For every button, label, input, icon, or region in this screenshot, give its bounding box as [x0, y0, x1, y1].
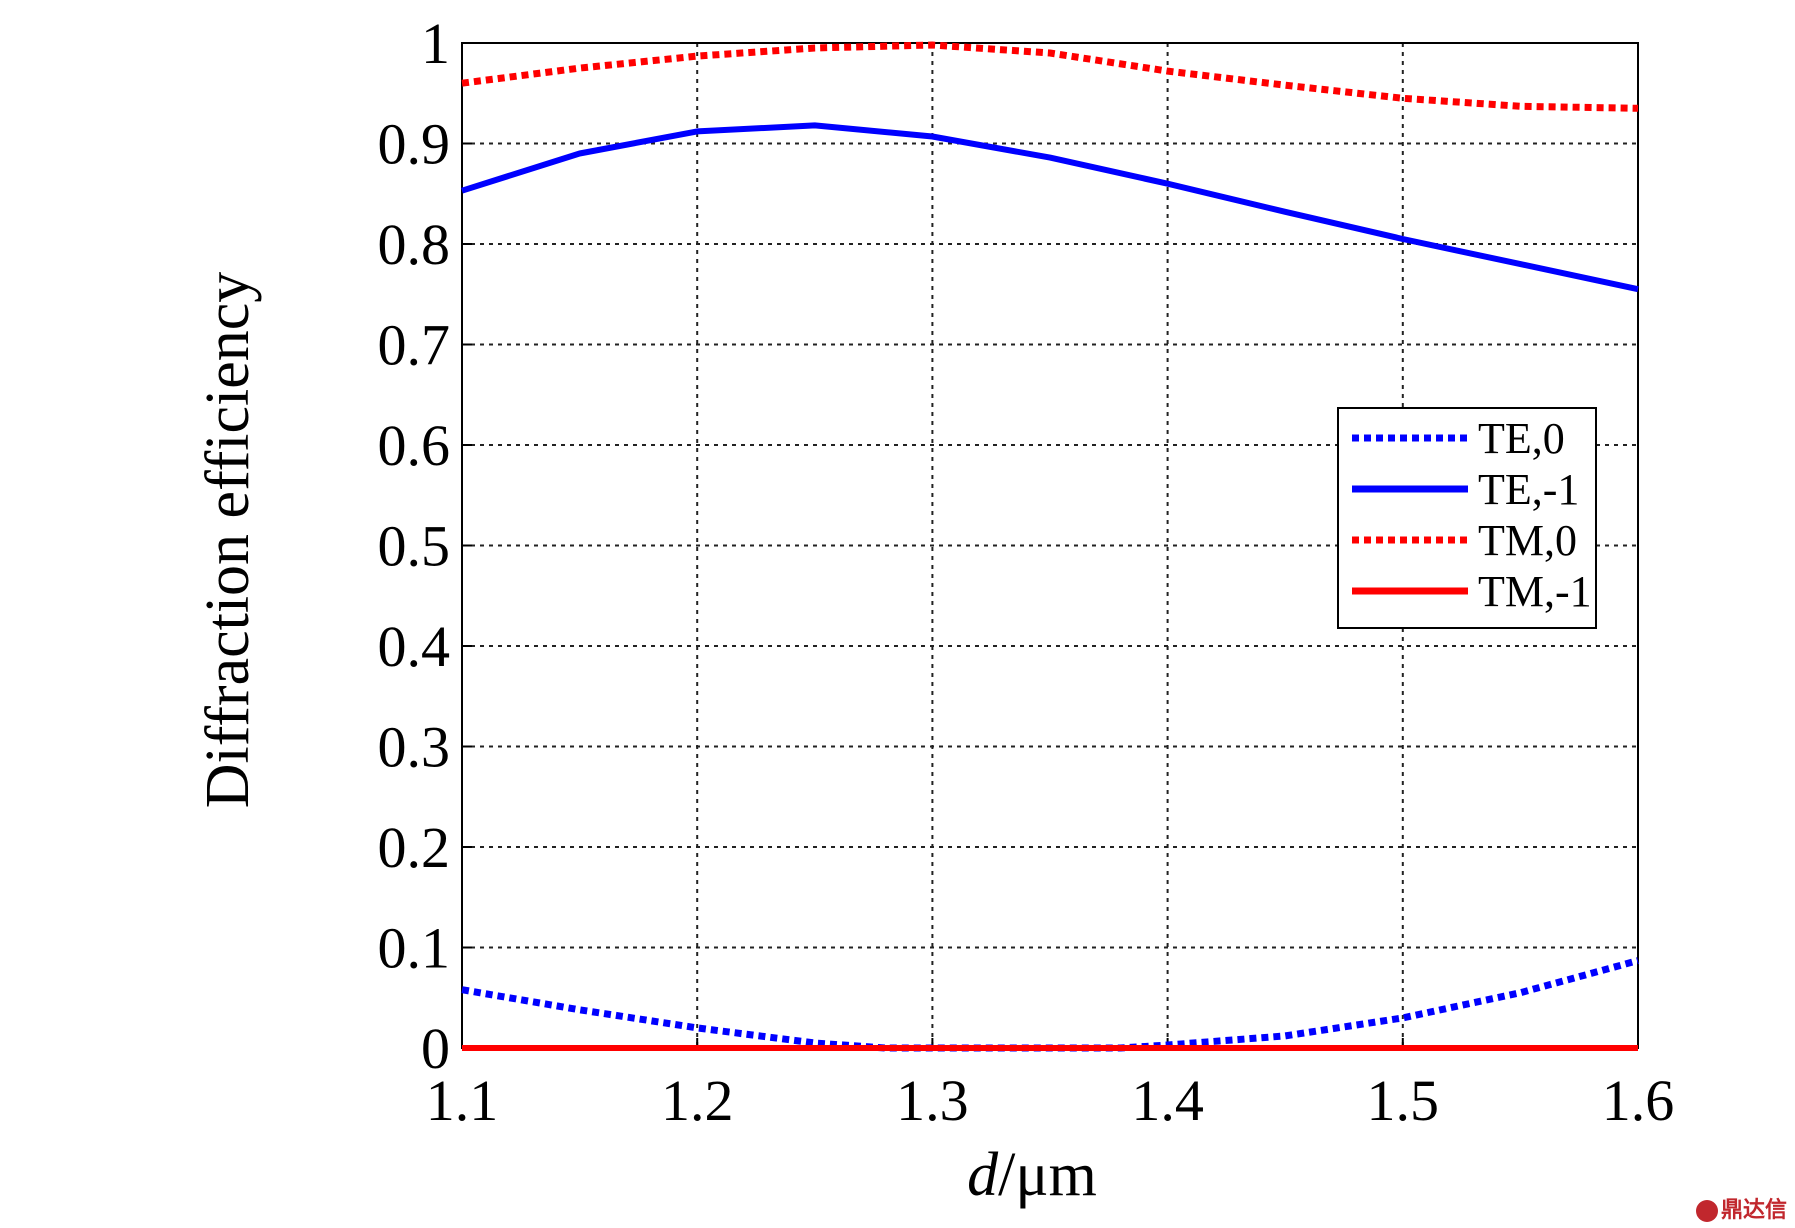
legend: TE,0TE,-1TM,0TM,-1: [1337, 407, 1597, 629]
series-line-3: [461, 41, 1639, 112]
y-tick-label: 0.6: [378, 413, 451, 478]
x-axis-label-variable: d: [967, 1141, 999, 1209]
y-tick-label: 0.3: [378, 715, 451, 780]
y-tick-label: 0.2: [378, 815, 451, 880]
y-axis-label: Diffraction efficiency: [194, 272, 262, 809]
y-tick-label: 0.8: [378, 212, 451, 277]
y-tick-labels: 0 0.1 0.2 0.3 0.4 0.5 0.6 0.7 0.8 0.9 1: [378, 11, 451, 1081]
watermark-icon: [1695, 1200, 1718, 1222]
x-tick-label: 1.1: [426, 1068, 499, 1133]
legend-label: TE,0: [1478, 414, 1565, 463]
y-tick-label: 1: [421, 11, 450, 76]
watermark-logo: 鼎达信: [1695, 1192, 1787, 1224]
y-tick-label: 0: [421, 1016, 450, 1081]
x-tick-label: 1.3: [896, 1068, 969, 1133]
x-tick-label: 1.4: [1131, 1068, 1204, 1133]
x-tick-label: 1.5: [1367, 1068, 1440, 1133]
y-tick-label: 0.7: [378, 313, 451, 378]
y-tick-label: 0.1: [378, 916, 451, 981]
y-tick-label: 0.9: [378, 112, 451, 177]
x-tick-label: 1.2: [661, 1068, 734, 1133]
legend-label: TM,0: [1478, 516, 1577, 565]
legend-label: TM,-1: [1478, 567, 1592, 616]
x-axis-label-unit: /μm: [998, 1141, 1097, 1209]
watermark-text: 鼎达信: [1720, 1198, 1787, 1223]
y-tick-label: 0.5: [378, 514, 451, 579]
series-lines: [461, 41, 1639, 1052]
legend-label: TE,-1: [1478, 465, 1579, 514]
x-tick-labels: 1.1 1.2 1.3 1.4 1.5 1.6: [426, 1068, 1675, 1133]
series-line-1: [461, 957, 1639, 1052]
grid-lines: [462, 43, 1638, 1048]
series-line-2: [461, 122, 1639, 293]
x-tick-label: 1.6: [1602, 1068, 1675, 1133]
x-axis-label: d/μm: [967, 1141, 1097, 1209]
y-tick-label: 0.4: [378, 614, 451, 679]
